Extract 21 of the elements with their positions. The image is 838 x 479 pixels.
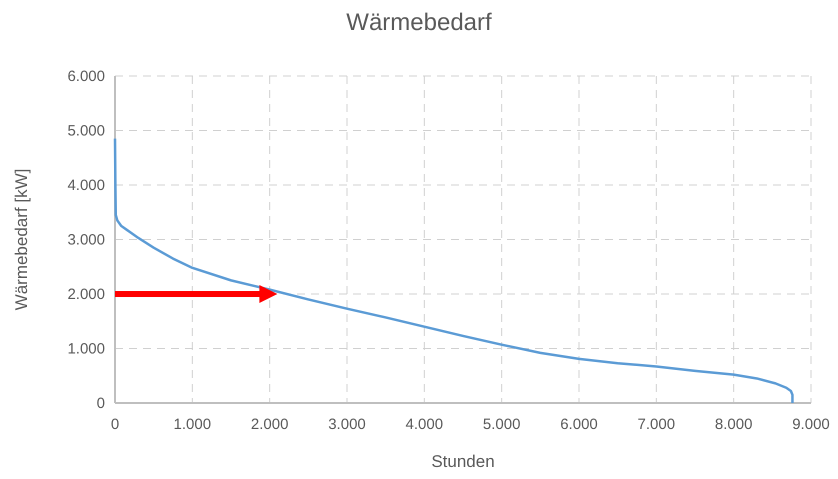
x-tick-label: 7.000 xyxy=(638,416,676,433)
chart-title: Wärmebedarf xyxy=(346,9,492,36)
x-tick-label: 2.000 xyxy=(250,416,288,433)
y-tick-label: 3.000 xyxy=(67,232,105,248)
x-axis-title: Stunden xyxy=(431,452,495,471)
y-tick-label: 5.000 xyxy=(67,122,105,140)
x-tick-label: 1.000 xyxy=(174,416,212,433)
y-tick-label: 0 xyxy=(96,395,105,412)
x-tick-label: 9.000 xyxy=(792,416,830,433)
x-tick-label: 8.000 xyxy=(714,416,752,433)
x-tick-label: 4.000 xyxy=(406,416,444,433)
x-tick-label: 3.000 xyxy=(328,416,366,433)
y-tick-label: 2.000 xyxy=(67,286,105,303)
x-tick-label: 5.000 xyxy=(482,416,520,433)
line-series xyxy=(114,137,794,404)
y-tick-label: 6.000 xyxy=(67,68,105,85)
y-tick-label: 4.000 xyxy=(67,177,105,194)
x-tick-label: 6.000 xyxy=(560,416,598,433)
y-axis-title: Wärmebedarf [kW] xyxy=(12,168,31,310)
x-tick-label: 0 xyxy=(110,416,120,433)
y-tick-label: 1.000 xyxy=(67,340,105,358)
